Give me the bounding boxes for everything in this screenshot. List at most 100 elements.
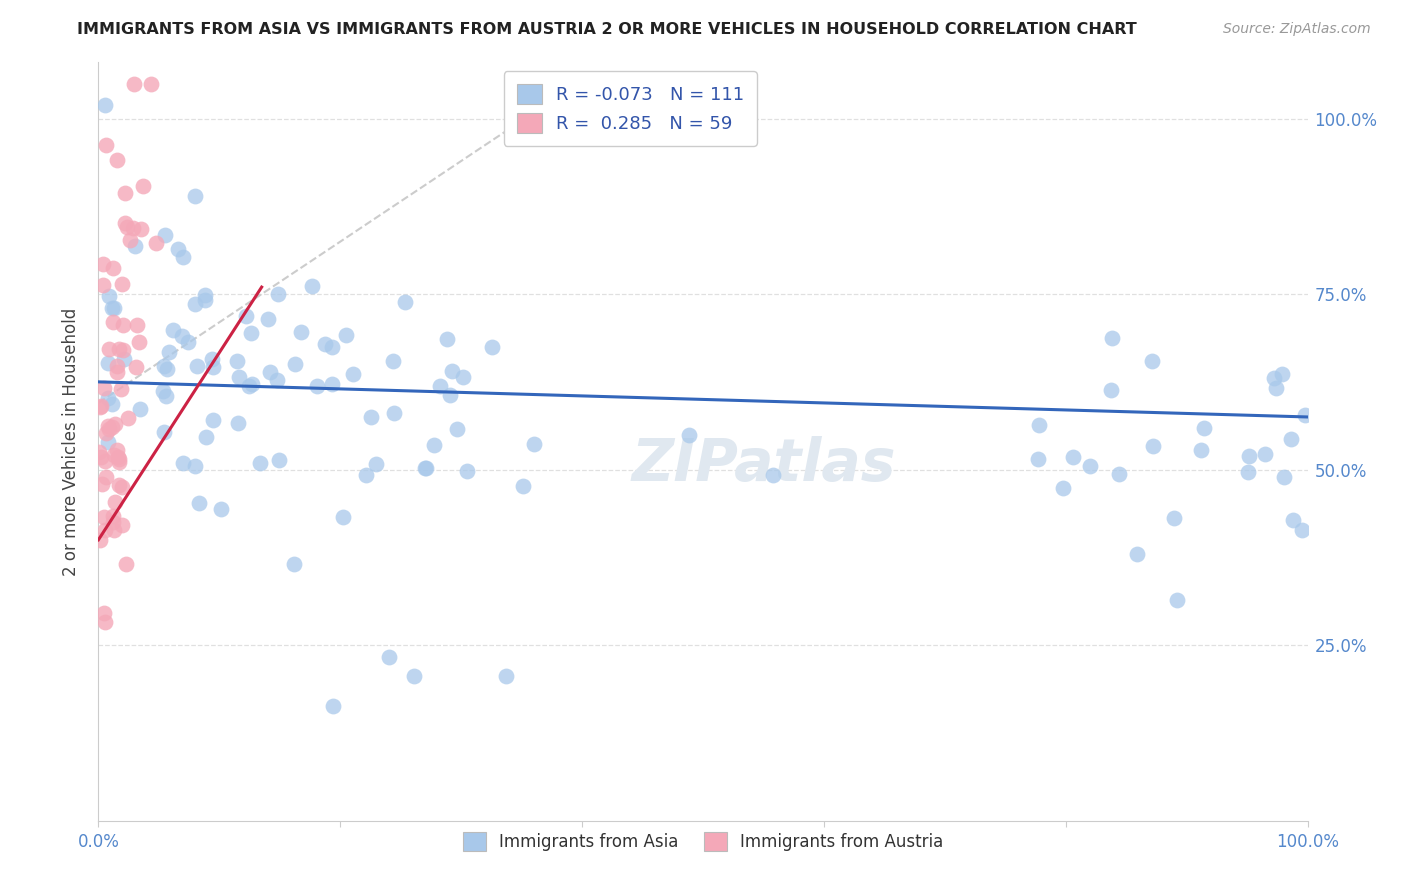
Point	[103, 516, 125, 530]
Point	[114, 217, 136, 231]
Point	[1062, 450, 1084, 465]
Point	[97, 343, 120, 357]
Point	[523, 437, 546, 451]
Point	[1263, 370, 1285, 384]
Point	[342, 367, 364, 381]
Point	[108, 452, 131, 467]
Point	[321, 340, 343, 354]
Point	[124, 77, 146, 91]
Point	[239, 326, 262, 340]
Point	[382, 406, 405, 420]
Point	[105, 359, 128, 373]
Point	[194, 288, 217, 302]
Point	[90, 450, 112, 465]
Point	[98, 422, 121, 436]
Point	[378, 650, 401, 665]
Point	[290, 325, 312, 339]
Point	[1294, 408, 1316, 422]
Point	[1264, 381, 1286, 395]
Point	[228, 369, 250, 384]
Point	[451, 370, 474, 384]
Point	[259, 365, 281, 379]
Point	[1078, 459, 1101, 474]
Point	[1281, 513, 1303, 527]
Point	[90, 399, 112, 413]
Point	[249, 456, 271, 470]
Point	[240, 377, 263, 392]
Point	[132, 179, 155, 194]
Point	[257, 311, 280, 326]
Point	[439, 388, 461, 402]
Point	[112, 318, 135, 332]
Point	[235, 309, 257, 323]
Point	[107, 478, 129, 492]
Point	[129, 401, 152, 416]
Point	[90, 477, 112, 491]
Point	[112, 352, 135, 367]
Point	[111, 480, 134, 494]
Point	[456, 464, 478, 478]
Point	[335, 328, 357, 343]
Point	[101, 420, 124, 434]
Point	[322, 699, 344, 714]
Point	[91, 256, 114, 270]
Point	[354, 468, 377, 483]
Point	[93, 607, 115, 621]
Point	[97, 288, 120, 302]
Point	[110, 517, 132, 532]
Point	[1279, 432, 1302, 446]
Point	[441, 364, 464, 378]
Point	[114, 557, 136, 571]
Point	[114, 186, 136, 201]
Point	[107, 442, 129, 457]
Point	[1253, 447, 1275, 461]
Point	[1140, 353, 1163, 368]
Point	[101, 315, 124, 329]
Point	[404, 669, 426, 683]
Point	[194, 429, 217, 443]
Point	[1291, 523, 1313, 537]
Point	[115, 220, 138, 235]
Point	[301, 278, 323, 293]
Point	[100, 301, 122, 315]
Point	[332, 510, 354, 524]
Point	[111, 277, 134, 291]
Point	[177, 334, 200, 349]
Point	[152, 384, 174, 399]
Point	[1099, 383, 1122, 397]
Point	[105, 153, 128, 168]
Point	[124, 239, 146, 253]
Point	[481, 340, 503, 354]
Legend: Immigrants from Asia, Immigrants from Austria: Immigrants from Asia, Immigrants from Au…	[456, 826, 950, 858]
Y-axis label: 2 or more Vehicles in Household: 2 or more Vehicles in Household	[62, 308, 80, 575]
Point	[127, 318, 149, 333]
Point	[284, 358, 307, 372]
Point	[91, 277, 114, 292]
Point	[267, 286, 290, 301]
Point	[97, 391, 120, 405]
Point	[112, 343, 135, 357]
Point	[97, 419, 120, 434]
Point	[1237, 465, 1260, 479]
Point	[108, 343, 131, 357]
Point	[1026, 452, 1049, 467]
Point	[436, 332, 458, 346]
Point	[118, 233, 141, 247]
Text: IMMIGRANTS FROM ASIA VS IMMIGRANTS FROM AUSTRIA 2 OR MORE VEHICLES IN HOUSEHOLD : IMMIGRANTS FROM ASIA VS IMMIGRANTS FROM …	[77, 22, 1137, 37]
Point	[209, 502, 232, 516]
Point	[678, 428, 700, 442]
Point	[267, 453, 290, 467]
Point	[96, 470, 118, 484]
Point	[429, 379, 451, 393]
Point	[305, 378, 328, 392]
Point	[1272, 470, 1295, 484]
Point	[188, 496, 211, 510]
Point	[172, 456, 194, 470]
Point	[128, 334, 150, 349]
Point	[413, 461, 436, 475]
Point	[157, 345, 180, 359]
Point	[93, 510, 115, 524]
Point	[495, 669, 517, 683]
Point	[201, 359, 224, 374]
Point	[117, 411, 139, 425]
